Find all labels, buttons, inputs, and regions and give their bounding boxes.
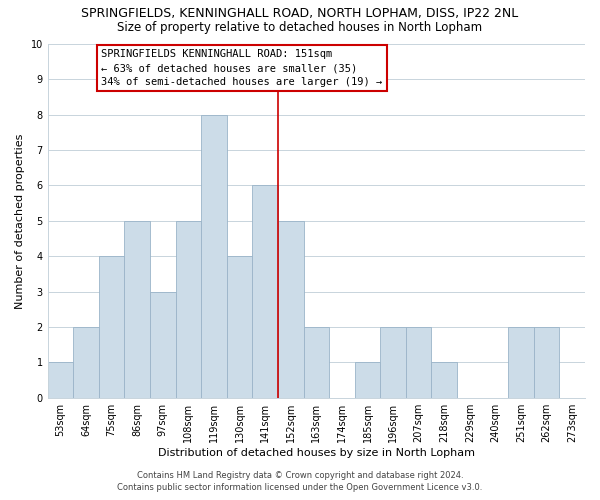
Bar: [355, 362, 380, 398]
X-axis label: Distribution of detached houses by size in North Lopham: Distribution of detached houses by size …: [158, 448, 475, 458]
Bar: [150, 292, 176, 398]
Bar: [508, 327, 534, 398]
Text: Size of property relative to detached houses in North Lopham: Size of property relative to detached ho…: [118, 21, 482, 34]
Bar: [406, 327, 431, 398]
Bar: [227, 256, 253, 398]
Text: SPRINGFIELDS, KENNINGHALL ROAD, NORTH LOPHAM, DISS, IP22 2NL: SPRINGFIELDS, KENNINGHALL ROAD, NORTH LO…: [82, 8, 518, 20]
Bar: [201, 114, 227, 398]
Bar: [380, 327, 406, 398]
Bar: [124, 221, 150, 398]
Bar: [73, 327, 99, 398]
Bar: [176, 221, 201, 398]
Bar: [278, 221, 304, 398]
Bar: [534, 327, 559, 398]
Y-axis label: Number of detached properties: Number of detached properties: [15, 133, 25, 308]
Bar: [253, 186, 278, 398]
Bar: [304, 327, 329, 398]
Bar: [99, 256, 124, 398]
Text: SPRINGFIELDS KENNINGHALL ROAD: 151sqm
← 63% of detached houses are smaller (35)
: SPRINGFIELDS KENNINGHALL ROAD: 151sqm ← …: [101, 50, 383, 88]
Bar: [431, 362, 457, 398]
Bar: [47, 362, 73, 398]
Text: Contains HM Land Registry data © Crown copyright and database right 2024.
Contai: Contains HM Land Registry data © Crown c…: [118, 471, 482, 492]
